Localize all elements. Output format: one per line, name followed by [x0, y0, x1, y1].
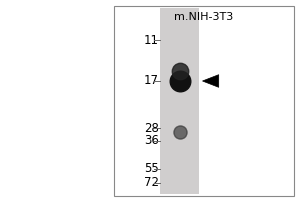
FancyBboxPatch shape [114, 6, 294, 196]
Text: 55: 55 [144, 162, 159, 176]
Polygon shape [202, 75, 219, 87]
Point [178, 79, 182, 83]
Text: 11: 11 [144, 33, 159, 46]
Text: 72: 72 [144, 176, 159, 190]
Text: 28: 28 [144, 121, 159, 134]
Point [178, 130, 182, 134]
Text: m.NIH-3T3: m.NIH-3T3 [174, 12, 234, 22]
Point [178, 69, 182, 73]
FancyBboxPatch shape [160, 8, 200, 194]
Text: 36: 36 [144, 134, 159, 148]
Text: 17: 17 [144, 74, 159, 88]
